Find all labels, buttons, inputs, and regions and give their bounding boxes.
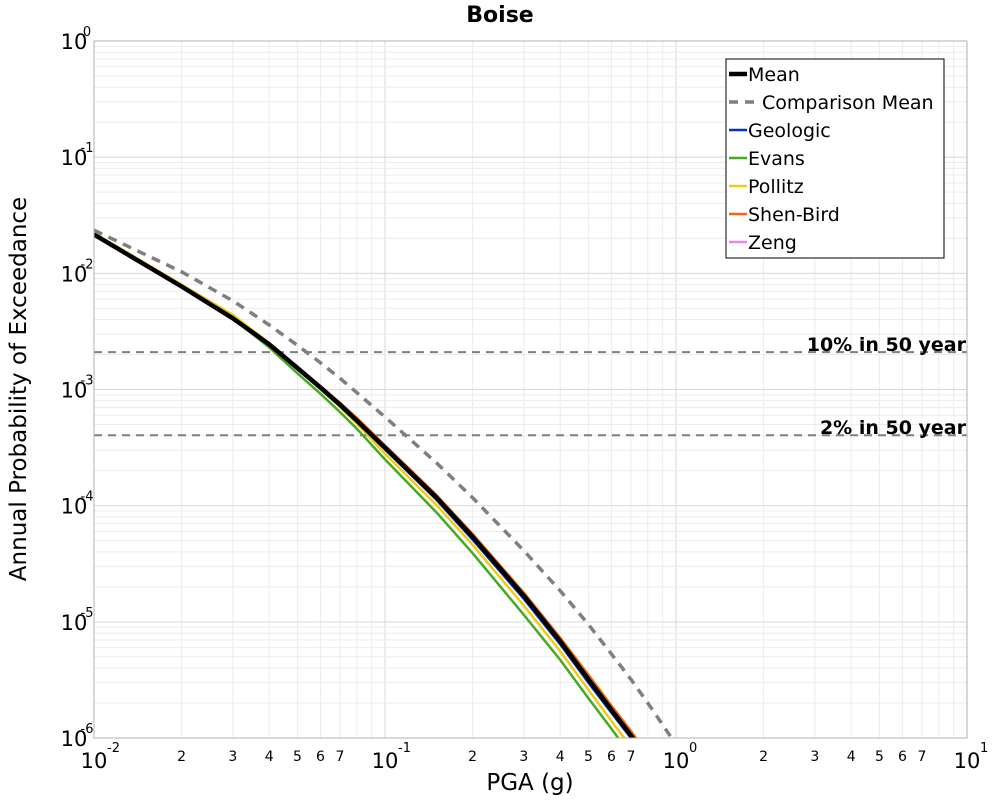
- y-tick-label: 10: [61, 146, 88, 170]
- series-line-comparison-mean: [94, 228, 674, 738]
- reference-lines: 10% in 50 year 2% in 50 year: [94, 334, 967, 439]
- legend-item: Evans: [729, 148, 805, 170]
- x-minor-tick-label: 4: [847, 749, 856, 765]
- series-line-evans: [94, 233, 620, 738]
- y-tick-label: 10: [61, 495, 88, 519]
- x-minor-tick-label: 3: [810, 749, 819, 765]
- x-minor-tick-label: 2: [759, 749, 768, 765]
- legend-label: Geologic: [748, 120, 831, 142]
- reference-line-label: 10% in 50 year: [807, 334, 967, 356]
- x-minor-tick-label: 2: [177, 749, 186, 765]
- x-tick-exponent: 1: [980, 741, 988, 756]
- x-minor-tick-label: 7: [917, 749, 926, 765]
- x-major-tick: 10-2: [81, 741, 120, 773]
- x-minor-tick-label: 6: [898, 749, 907, 765]
- x-tick-label: 10: [372, 749, 399, 773]
- x-tick-label: 10: [954, 749, 981, 773]
- y-tick-exponent: -6: [81, 722, 94, 737]
- x-minor-tick-label: 3: [519, 749, 528, 765]
- y-tick-label: 10: [61, 30, 88, 54]
- series-line-pollitz: [94, 232, 626, 738]
- chart-title: Boise: [466, 3, 533, 28]
- legend-box: [725, 58, 945, 259]
- x-major-tick: 10-1: [372, 741, 411, 773]
- legend-label: Zeng: [748, 232, 797, 254]
- series-line-mean: [94, 232, 636, 738]
- x-major-tick: 101: [954, 741, 989, 773]
- x-minor-tick-label: 6: [607, 749, 616, 765]
- y-tick-exponent: -2: [81, 257, 94, 272]
- x-minor-tick-label: 2: [468, 749, 477, 765]
- x-tick-label: 10: [81, 749, 108, 773]
- y-major-tick: 10-5: [61, 606, 94, 635]
- legend-label: Pollitz: [748, 176, 804, 198]
- y-tick-exponent: -3: [81, 374, 94, 389]
- x-minor-tick-label: 6: [316, 749, 325, 765]
- series-lines: [94, 228, 674, 738]
- y-major-tick: 10-3: [61, 374, 94, 403]
- y-major-tick: 100: [61, 25, 92, 54]
- y-tick-exponent: -5: [81, 606, 94, 621]
- x-minor-tick-label: 5: [875, 749, 884, 765]
- y-tick-label: 10: [61, 611, 88, 635]
- x-tick-exponent: -1: [398, 741, 411, 756]
- x-minor-tick-label: 5: [293, 749, 302, 765]
- y-major-tick: 10-2: [61, 257, 94, 286]
- plot-frame: [93, 40, 968, 739]
- reference-line-label: 2% in 50 year: [820, 417, 967, 439]
- grid: [93, 41, 967, 739]
- x-minor-tick-label: 5: [584, 749, 593, 765]
- legend-label: Comparison Mean: [762, 92, 934, 114]
- y-major-tick: 10-1: [61, 141, 94, 170]
- legend-item: Mean: [729, 64, 800, 86]
- x-minor-tick-label: 4: [556, 749, 565, 765]
- legend: Mean Comparison Mean Geologic Evans Pollitz S…: [725, 58, 945, 259]
- x-minor-tick-label: 3: [228, 749, 237, 765]
- y-tick-label: 10: [61, 379, 88, 403]
- y-major-tick: 10-6: [61, 722, 94, 751]
- x-tick-label: 10: [663, 749, 690, 773]
- y-tick-exponent: -4: [81, 490, 94, 505]
- legend-label: Shen-Bird: [748, 204, 840, 226]
- y-axis-label: Annual Probability of Exceedance: [6, 197, 32, 581]
- legend-item: Pollitz: [729, 176, 804, 198]
- legend-item: Shen-Bird: [729, 204, 840, 226]
- legend-item: Geologic: [729, 120, 831, 142]
- y-major-tick: 10-4: [61, 490, 94, 519]
- y-tick-exponent: -1: [81, 141, 94, 156]
- x-tick-exponent: 0: [689, 741, 697, 756]
- legend-label: Mean: [748, 64, 800, 86]
- x-minor-tick-label: 7: [335, 749, 344, 765]
- x-minor-tick-label: 7: [626, 749, 635, 765]
- x-major-tick: 100: [663, 741, 698, 773]
- legend-label: Evans: [748, 148, 805, 170]
- x-tick-exponent: -2: [107, 741, 120, 756]
- y-tick-label: 10: [61, 262, 88, 286]
- x-minor-tick-label: 4: [265, 749, 274, 765]
- legend-item: Comparison Mean: [729, 92, 934, 114]
- series-line-shen-bird: [94, 232, 638, 738]
- y-tick-label: 10: [61, 727, 88, 751]
- y-tick-exponent: 0: [83, 25, 91, 40]
- legend-item: Zeng: [729, 232, 797, 254]
- x-axis-label: PGA (g): [486, 770, 573, 796]
